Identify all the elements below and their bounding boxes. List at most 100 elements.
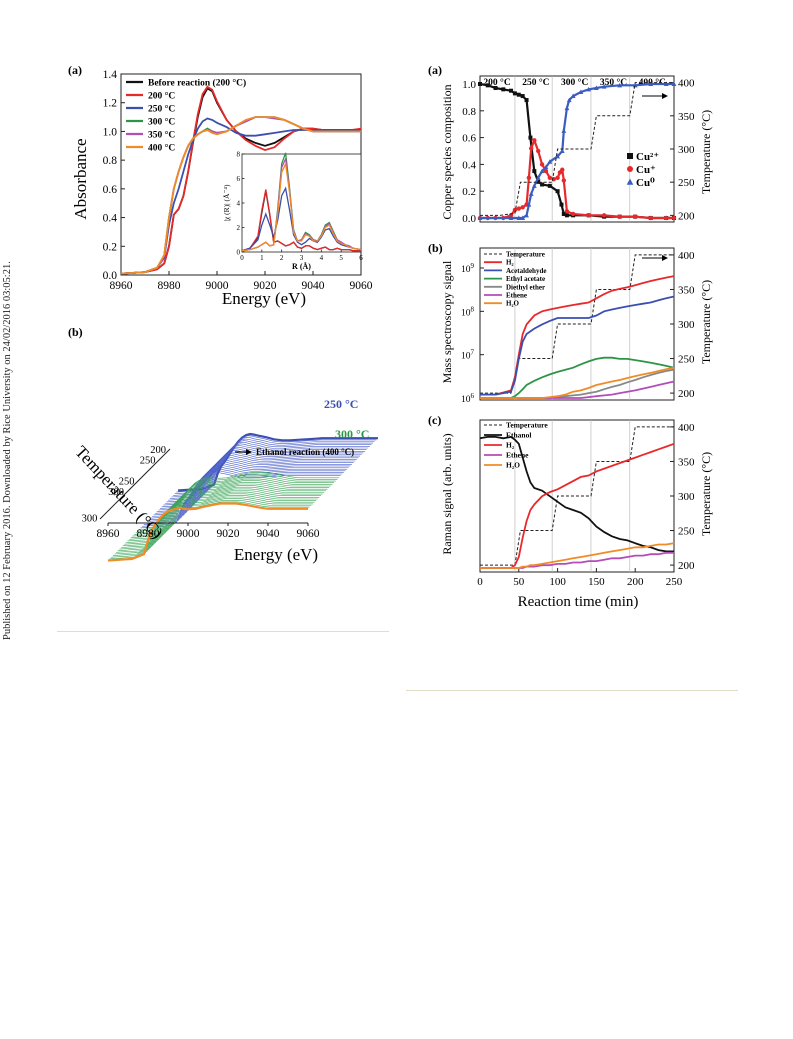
x-tick-label: 150 (588, 576, 605, 588)
legend-marker (627, 166, 633, 172)
marker-cu (633, 214, 638, 219)
marker-cu (586, 213, 591, 218)
y2-tick-label: 400 (678, 422, 695, 434)
x-tick-label: 9020 (217, 528, 240, 540)
publication-side-note: Published on 12 February 2016. Downloade… (2, 261, 16, 654)
marker-cu (664, 215, 669, 221)
series-h-o (480, 542, 675, 569)
marker-cu (526, 175, 532, 180)
waterfall-trace (169, 441, 370, 499)
x-tick-label: 9000 (177, 528, 200, 540)
marker-cu (578, 89, 584, 95)
inset-x-tick-label: 2 (280, 254, 284, 262)
marker-cu (547, 159, 553, 164)
marker-cu (559, 148, 565, 153)
marker-cu (564, 213, 569, 218)
inset-ylabel: |χ (R)| (Å⁻⁴) (222, 184, 231, 222)
inset-y-tick-label: 4 (237, 200, 241, 208)
marker-cu (477, 215, 483, 220)
waterfall-trace (112, 498, 313, 556)
marker-cu (594, 85, 599, 91)
marker-cu (601, 84, 607, 89)
marker-cu (493, 86, 498, 91)
y-tick-label: 0.2 (462, 186, 476, 198)
marker-cu (539, 168, 545, 174)
marker-cu (564, 105, 570, 111)
marker-cu (526, 202, 532, 207)
legend-label: Temperature (506, 251, 545, 259)
legend-label: H₂ (506, 259, 514, 267)
inset-x-tick-label: 1 (260, 254, 264, 262)
inset-x-tick-label: 0 (240, 254, 244, 262)
annotation-arrow (235, 449, 252, 455)
y2label-right-c: Temperature (°C) (699, 452, 713, 536)
marker-cu (536, 179, 541, 184)
x-tick-label: 9000 (206, 280, 229, 292)
y2-tick-label: 250 (678, 526, 695, 538)
series-h (480, 275, 675, 396)
y-tick-label: 0.0 (103, 270, 118, 282)
marker-cu (555, 175, 560, 180)
x-tick-label: 8960 (97, 528, 120, 540)
y2label-right-a: Temperature (°C) (699, 110, 713, 194)
waterfall-trace (135, 475, 336, 534)
panel-label-left-b: (b) (68, 325, 83, 339)
legend-label: Ethyl acetate (506, 275, 545, 283)
series-ethanol (479, 435, 674, 553)
marker-cu (536, 148, 541, 154)
depth-tick-label: 300 (108, 487, 124, 498)
marker-cu (520, 205, 525, 210)
legend-label: 400 °C (148, 143, 175, 154)
y-tick-label: 0.6 (462, 133, 476, 145)
y2-tick-label: 350 (678, 456, 695, 468)
legend-label: Acetaldehyde (506, 267, 546, 275)
legend-label: Cu⁰ (636, 177, 655, 189)
y-tick-label: 107 (461, 349, 475, 362)
y-tick-label: 1.4 (103, 69, 118, 81)
marker-cu (570, 93, 576, 99)
figure-right-c: (c) 200 250 300 350 400 0 50 100 150 200 250 Tempe… (428, 413, 713, 610)
marker-cu (555, 153, 560, 159)
marker-cu (528, 135, 533, 140)
x-tick-label: 200 (627, 576, 644, 588)
y2-tick-label: 200 (678, 388, 695, 400)
marker-cu (524, 98, 529, 103)
y-tick-label: 0.4 (103, 213, 118, 225)
right-arrow-head (662, 255, 668, 261)
marker-cu (566, 97, 572, 103)
inset-y-tick-label: 2 (237, 224, 241, 232)
inset-series-400-c (241, 161, 362, 252)
waterfall-trace (107, 502, 308, 562)
legend-marker (627, 153, 633, 159)
marker-cu (586, 86, 592, 92)
figure-right-b: (b) 200 250 300 350 400 106 107 108 109 Temperat… (428, 241, 713, 405)
marker-cu (561, 128, 567, 133)
x-tick-label: 9060 (297, 528, 320, 540)
y2-tick-label: 400 (678, 78, 695, 90)
x-tick-label: 8980 (137, 528, 160, 540)
marker-cu (601, 213, 607, 218)
depth-tick-label: 250 (140, 456, 156, 467)
waterfall-trace (114, 496, 315, 555)
label-250: 250 °C (324, 397, 358, 411)
waterfall-trace (119, 491, 320, 550)
legend-label: Temperature (506, 421, 548, 430)
series-250-c (120, 117, 361, 275)
marker-cu (512, 91, 517, 96)
marker-cu (539, 162, 545, 167)
x-tick-label: 8980 (158, 280, 181, 292)
series-temperature (480, 254, 674, 394)
ethanol-annotation: Ethanol reaction (400 °C) (256, 447, 354, 457)
y-tick-label: 0.2 (103, 241, 118, 253)
legend-label: 200 °C (148, 91, 175, 102)
marker-cu (531, 183, 537, 188)
marker-cu (555, 189, 560, 194)
y-tick-label: 0.4 (462, 159, 476, 171)
legend-label: 350 °C (148, 130, 175, 141)
series-h-o (480, 366, 675, 399)
inset-x-tick-label: 6 (359, 254, 363, 262)
x-tick-label: 9040 (302, 280, 325, 292)
y2-tick-label: 400 (678, 250, 695, 262)
legend-label: Before reaction (200 °C) (148, 78, 246, 89)
marker-cu (520, 94, 525, 99)
